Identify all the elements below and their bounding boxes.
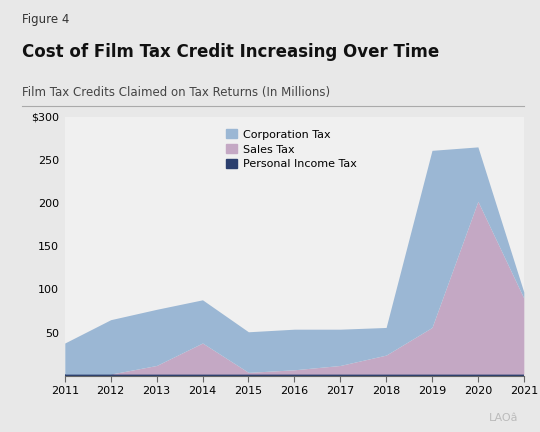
- Text: Cost of Film Tax Credit Increasing Over Time: Cost of Film Tax Credit Increasing Over …: [22, 43, 439, 61]
- Text: Film Tax Credits Claimed on Tax Returns (In Millions): Film Tax Credits Claimed on Tax Returns …: [22, 86, 330, 99]
- Text: Figure 4: Figure 4: [22, 13, 69, 26]
- Text: LAOâ: LAOâ: [489, 413, 518, 423]
- Legend: Corporation Tax, Sales Tax, Personal Income Tax: Corporation Tax, Sales Tax, Personal Inc…: [222, 125, 361, 174]
